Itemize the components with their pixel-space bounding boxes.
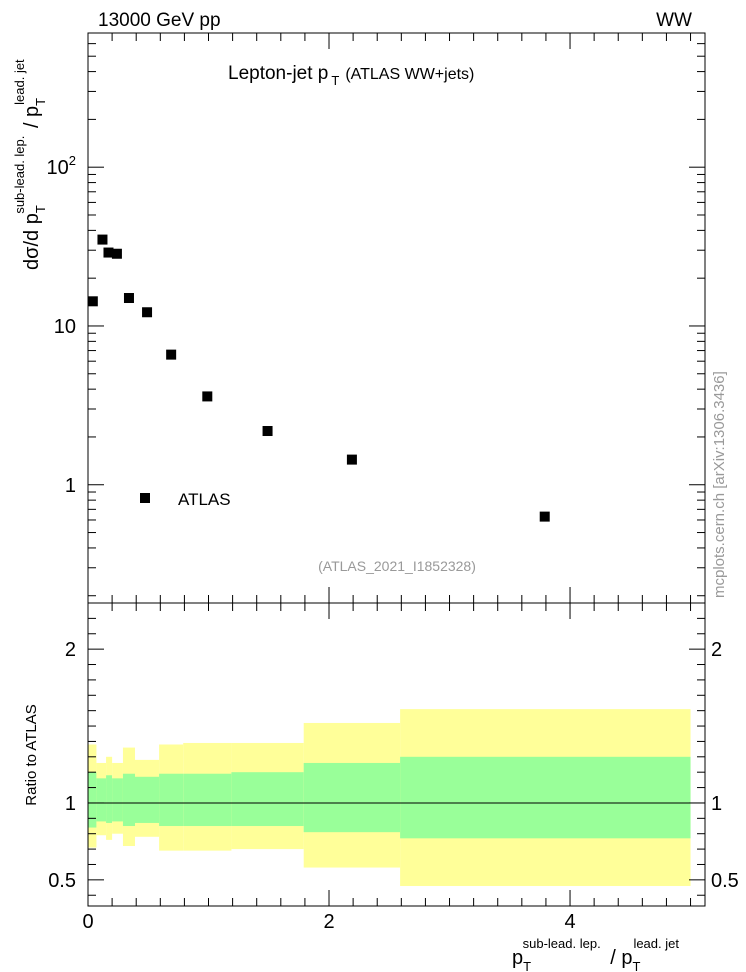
ratio-tick-labels: 0.5 0.5 1 1 2 2 [48,639,739,892]
ratio-inner-band [122,773,135,827]
main-y-axis-label: dσ/d pTsub-lead. lep. / pTlead. jet [12,59,48,270]
main-tick-labels: 1 10 102 [47,153,76,497]
ratio-y-tick-label-left: 0.5 [48,870,76,892]
data-point [123,293,134,304]
main-frame [87,32,706,604]
ratio-inner-band [159,773,184,827]
ratio-inner-band [88,772,97,828]
ratio-y-tick-label-left: 1 [65,793,76,815]
x-axis-label: pTsub-lead. lep. / pTlead. jet [512,936,679,972]
data-points [87,234,550,522]
ratio-inner-band [231,772,304,827]
ratio-axis-ticks [87,603,705,906]
ratio-panel: 0.5 0.5 1 1 2 2 Ratio to ATLAS 0 2 4 pTsub-lead… [23,602,739,972]
data-point [142,307,153,318]
legend-marker [140,493,150,503]
ratio-y-tick-label-right: 1 [711,793,722,815]
ratio-inner-band [400,756,691,839]
ratio-frame [87,602,706,907]
chart-title: Lepton-jet p T (ATLAS WW+jets) [228,63,474,88]
data-point [97,234,108,245]
ratio-inner-band [134,776,160,823]
data-point [166,349,177,360]
main-panel: 1 10 102 Lepton-jet p T (ATLAS WW+jets) ATLA… [12,32,706,604]
data-point [346,454,357,465]
main-axis-ticks [87,32,705,603]
ratio-inner-band [96,778,107,822]
ratio-inner-band [183,773,232,827]
ratio-bands [88,709,691,887]
ratio-inner-band [106,775,113,823]
ratio-inner-band [112,778,123,822]
analysis-id: (ATLAS_2021_I1852328) [318,558,476,574]
data-point [262,426,273,437]
ratio-y-tick-label-right: 0.5 [711,870,739,892]
data-point [103,247,114,258]
energy-label: 13000 GeV pp [98,10,221,31]
ratio-y-axis-label: Ratio to ATLAS [23,704,40,805]
watermark: mcplots.cern.ch [arXiv:1306.3436] [711,371,728,598]
ratio-inner-band [303,762,401,833]
main-y-tick-label: 102 [47,153,76,179]
ratio-y-tick-label-right: 2 [711,639,722,661]
data-point [539,511,550,522]
x-tick-label: 4 [564,911,575,933]
process-label: WW [656,10,692,31]
main-y-tick-label: 1 [65,475,76,497]
data-point [202,391,213,402]
data-point [111,248,122,259]
legend-label: ATLAS [178,490,231,509]
ratio-y-tick-label-left: 2 [65,639,76,661]
x-tick-label: 0 [82,911,93,933]
main-y-tick-label: 10 [54,316,76,338]
x-tick-labels: 0 2 4 [82,911,575,933]
x-tick-label: 2 [323,911,334,933]
data-point [87,296,98,307]
